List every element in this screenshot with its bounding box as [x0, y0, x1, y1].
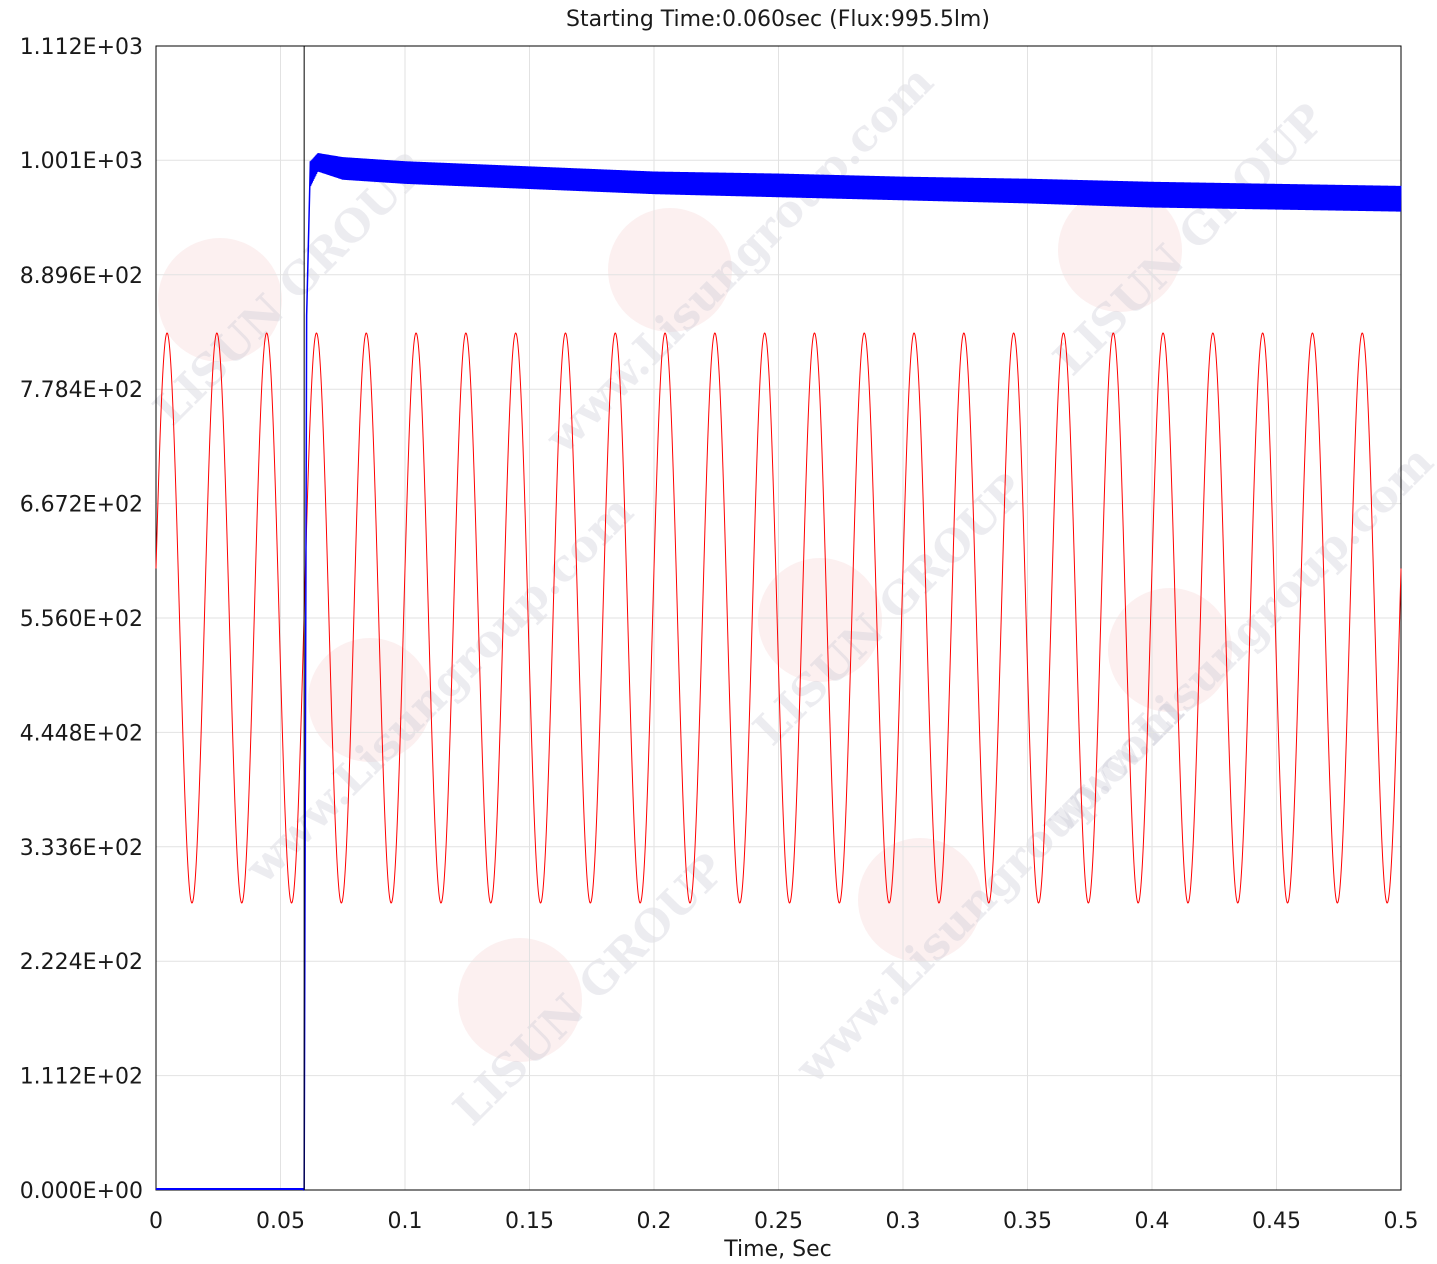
watermark-text: www.Lisungroup.com: [535, 56, 943, 464]
grid-lines: [156, 46, 1401, 1190]
x-tick-label: 0.3: [886, 1209, 921, 1234]
y-tick-label: 1.112E+02: [20, 1065, 143, 1090]
waveform-series-line: [155, 332, 1402, 904]
watermark-logo: [1058, 188, 1182, 312]
flux-series-rise: [303, 161, 312, 1191]
x-tick-label: 0.4: [1135, 1209, 1170, 1234]
y-tick-label: 1.001E+03: [20, 149, 143, 174]
x-tick-label: 0: [149, 1209, 163, 1234]
watermark-logo: [608, 208, 732, 332]
x-tick-label: 0.15: [505, 1209, 554, 1234]
y-tick-label: 7.784E+02: [20, 378, 143, 403]
watermark-text: www.Lisungroup.com: [785, 686, 1193, 1094]
y-tick-label: 2.224E+02: [20, 950, 143, 975]
plot-frame: [155, 45, 1402, 1191]
watermark-logo: [1108, 588, 1232, 712]
y-tick-label: 5.560E+02: [20, 607, 143, 632]
y-tick-label: 1.112E+03: [20, 35, 143, 60]
x-tick-label: 0.5: [1384, 1209, 1419, 1234]
x-tick-label: 0.2: [637, 1209, 672, 1234]
chart-title: Starting Time:0.060sec (Flux:995.5lm): [566, 7, 990, 32]
x-axis-label: Time, Sec: [723, 1237, 831, 1262]
watermark-layer: LISUN GROUP www.Lisungroup.com LISUN GROUP…: [144, 56, 1437, 1135]
x-axis-ticks: 0 0.05 0.1 0.15 0.2 0.25 0.3 0.35 0.4 0.45 0.5: [149, 1209, 1419, 1234]
watermark-logo: [458, 938, 582, 1062]
x-tick-label: 0.45: [1252, 1209, 1301, 1234]
flux-series-line: [309, 152, 1402, 212]
y-tick-label: 0.000E+00: [20, 1179, 143, 1204]
x-tick-label: 0.35: [1003, 1209, 1052, 1234]
watermark-logo: [158, 238, 282, 362]
y-tick-label: 4.448E+02: [20, 721, 143, 746]
y-tick-label: 3.336E+02: [20, 836, 143, 861]
watermark-text: www.Lisungroup.com: [235, 486, 643, 894]
x-tick-label: 0.1: [388, 1209, 423, 1234]
series-layer: [155, 152, 1402, 1191]
y-axis-ticks: 0.000E+00 1.112E+02 2.224E+02 3.336E+02 4.44…: [20, 35, 143, 1204]
x-tick-label: 0.05: [256, 1209, 305, 1234]
x-tick-label: 0.25: [754, 1209, 803, 1234]
watermark-logo: [858, 838, 982, 962]
watermark-logo: [308, 638, 432, 762]
y-tick-label: 8.896E+02: [20, 264, 143, 289]
y-tick-label: 6.672E+02: [20, 493, 143, 518]
